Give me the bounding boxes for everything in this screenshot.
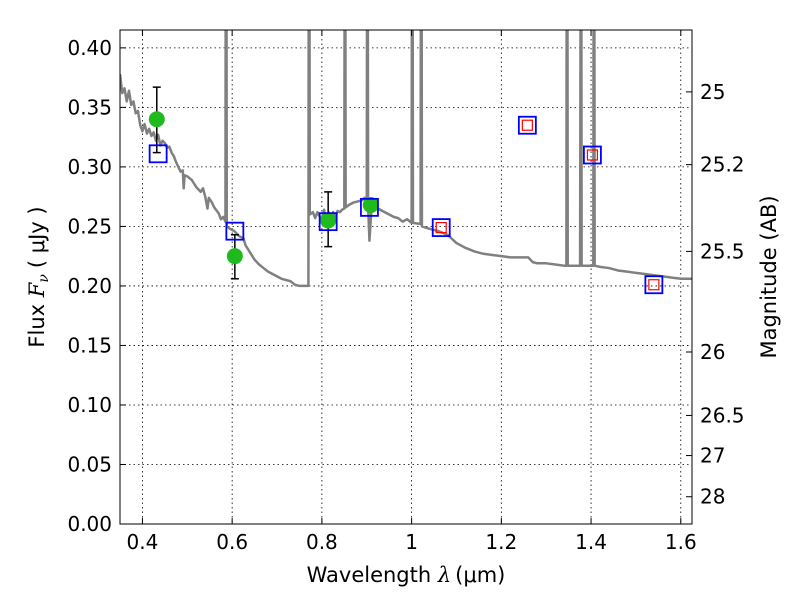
observed-point (320, 212, 337, 229)
model-spectrum-line (120, 30, 692, 288)
y-tick-label: 0.20 (67, 274, 112, 298)
y2-tick-label: 25.5 (700, 239, 745, 263)
model-photometry-blue-marker (644, 275, 664, 295)
y2-tick-label: 27 (700, 444, 725, 468)
y2-axis-label: Magnitude (AB) (757, 195, 781, 358)
y-axis-label: Flux Fν( μJy ) (25, 206, 52, 347)
model-photometry-red-marker (586, 149, 599, 161)
y2-tick-label: 25.2 (700, 153, 745, 177)
series-layer (120, 30, 692, 295)
observed-point (148, 111, 165, 128)
x-tick-label: 1 (405, 530, 418, 554)
observed-point (226, 248, 243, 265)
x-tick-label: 1.4 (575, 530, 607, 554)
y2-tick-label: 28 (700, 485, 725, 509)
y-tick-label: 0.00 (67, 512, 112, 536)
y-tick-label: 0.05 (67, 452, 112, 476)
model-photometry-blue-marker (583, 145, 602, 165)
y-tick-label: 0.35 (67, 95, 112, 119)
x-tick-label: 1.6 (665, 530, 697, 554)
model-photometry-blue-marker (517, 115, 537, 135)
plot-area (120, 30, 692, 524)
x-axis-label: Wavelength λ (μm) (307, 563, 506, 587)
model-photometry-red-marker (648, 279, 660, 291)
y-tick-label: 0.15 (67, 333, 112, 357)
model-photometry-blue-marker (431, 218, 451, 238)
x-tick-label: 0.4 (127, 530, 159, 554)
y-tick-label: 0.30 (67, 155, 112, 179)
y-tick-label: 0.40 (67, 36, 112, 60)
y2-tick-label: 25 (700, 80, 725, 104)
model-photometry-blue-marker (225, 221, 245, 241)
observed-point (362, 196, 379, 213)
axes-frame (119, 29, 693, 525)
x-tick-label: 0.6 (216, 530, 248, 554)
data-layer (120, 30, 692, 295)
y-tick-label: 0.10 (67, 393, 112, 417)
model-photometry-red-marker (435, 222, 447, 234)
y2-tick-label: 26 (700, 340, 725, 364)
y-tick-label: 0.25 (67, 214, 112, 238)
model-photometry-blue-marker (148, 144, 168, 164)
model-photometry-red-marker (521, 119, 533, 131)
model-photometry-blue-marker (360, 197, 379, 217)
ticks (120, 30, 692, 525)
tick-labels: 0.4 0.6 0.8 1 1.2 1.4 1.6 0.00 0.05 0.10 0.15 0.20 0… (67, 36, 744, 554)
x-tick-label: 1.2 (485, 530, 517, 554)
model-photometry-blue-marker (318, 212, 338, 232)
y2-tick-label: 26.5 (700, 403, 745, 427)
x-tick-label: 0.8 (306, 530, 338, 554)
